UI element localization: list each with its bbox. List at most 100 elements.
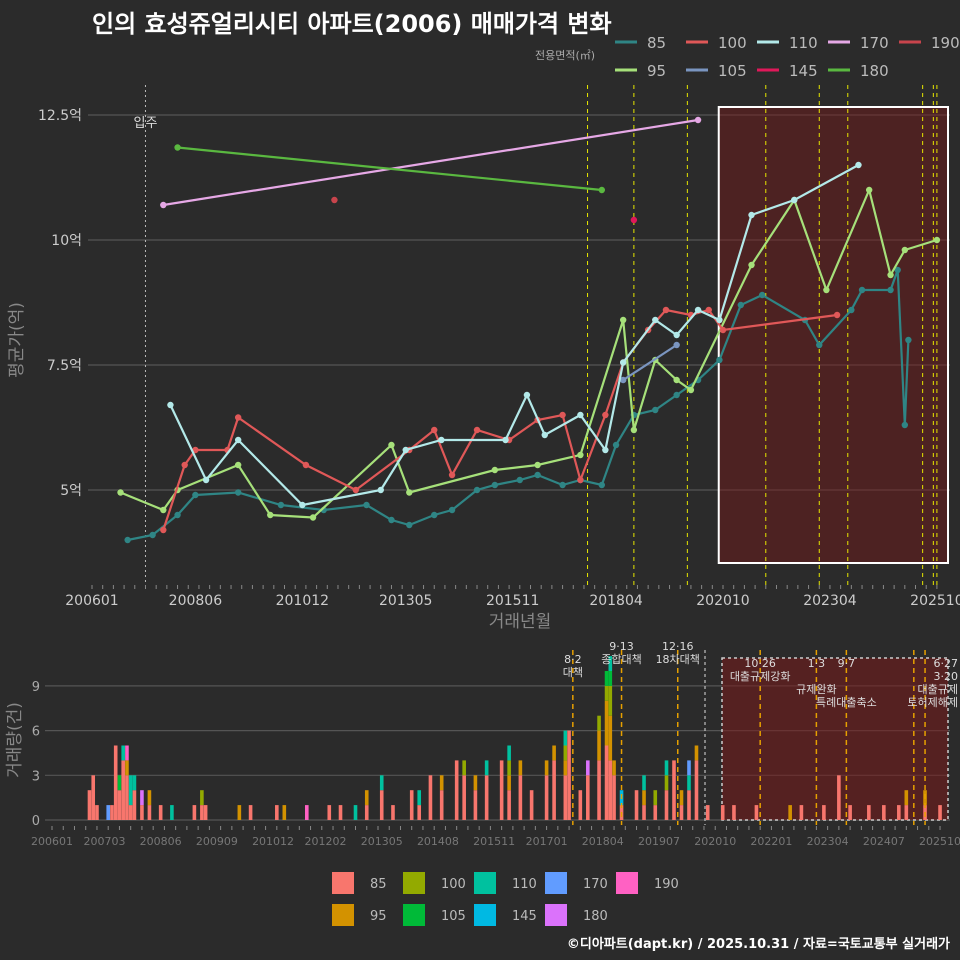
data-point-85 (652, 406, 659, 414)
data-point-100 (577, 476, 584, 484)
data-point-110 (855, 161, 862, 169)
move-in-label: 입주 (134, 116, 158, 131)
data-point-110 (377, 486, 384, 494)
data-point-85 (277, 501, 285, 509)
data-point-100 (705, 306, 712, 314)
y-tick-label: 6 (32, 725, 40, 740)
legend-label: 170 (860, 34, 889, 52)
volume-bar-85 (754, 805, 759, 820)
policy-date: 1·3 (808, 657, 826, 670)
data-point-110 (716, 316, 723, 324)
volume-bar-95 (642, 790, 646, 806)
volume-bar-85 (799, 805, 804, 820)
data-point-95 (534, 461, 541, 469)
x-tick-label: 202010 (696, 593, 749, 609)
legend-title: 전용면적(㎡) (535, 49, 595, 62)
volume-bar-85 (882, 805, 886, 820)
series-line-110 (169, 164, 860, 507)
volume-bar-85 (473, 790, 478, 820)
data-point-110 (234, 436, 242, 444)
data-point-190 (331, 196, 338, 204)
volume-bar-110 (132, 775, 137, 791)
data-point-100 (302, 461, 310, 469)
y-axis-title: 평균가(억) (7, 302, 27, 378)
volume-bar-85 (132, 790, 137, 820)
volume-bar-105 (604, 671, 609, 686)
volume-bar-110 (379, 775, 384, 791)
x-tick-label: 202201 (750, 835, 792, 848)
data-point-170 (160, 201, 167, 209)
volume-bar-95 (679, 790, 684, 806)
volume-bar-85 (110, 805, 114, 820)
legend-swatch-145 (474, 904, 496, 926)
data-point-170 (694, 116, 702, 124)
data-point-85 (388, 516, 395, 524)
volume-bar-95 (507, 775, 511, 791)
data-point-95 (887, 271, 894, 279)
volume-bar-85 (248, 805, 253, 820)
volume-bar-180 (586, 760, 590, 776)
volume-bar-110 (507, 745, 511, 761)
volume-bar-95 (147, 790, 152, 806)
highlight-box (721, 657, 949, 821)
x-tick-label: 201907 (638, 835, 680, 848)
legend-label: 100 (441, 877, 466, 892)
volume-bar-85 (439, 790, 444, 820)
volume-bar-85 (732, 805, 736, 820)
volume-bar-85 (379, 790, 384, 820)
legend-label: 85 (647, 34, 666, 52)
volume-bar-85 (544, 775, 549, 820)
data-point-95 (491, 466, 499, 474)
volume-bar-110 (484, 760, 489, 776)
volume-bar-85 (705, 805, 710, 820)
volume-bar-85 (121, 760, 125, 820)
data-point-110 (673, 331, 680, 339)
data-point-85 (894, 266, 901, 274)
data-point-95 (577, 451, 584, 459)
volume-bar-95 (694, 745, 699, 761)
volume-bar-85 (664, 790, 669, 820)
volume-bar-100 (608, 685, 613, 716)
legend-swatch-95 (332, 904, 354, 926)
volume-bar-85 (694, 760, 699, 820)
x-tick-label: 201701 (526, 835, 568, 848)
volume-bar-95 (518, 760, 523, 776)
volume-bar-85 (454, 760, 459, 820)
data-point-95 (160, 506, 167, 514)
volume-bar-85 (113, 745, 118, 820)
data-point-110 (202, 476, 210, 484)
legend-label: 180 (583, 909, 608, 924)
volume-bar-85 (679, 805, 684, 820)
volume-bar-85 (203, 805, 208, 820)
volume-bar-85 (552, 760, 556, 820)
x-tick-label: 202304 (803, 593, 857, 609)
data-point-95 (901, 246, 909, 254)
policy-label: 18차대책 (656, 653, 700, 666)
volume-bar-85 (338, 805, 343, 820)
x-tick-label: 201202 (305, 835, 347, 848)
volume-bar-85 (578, 790, 583, 820)
volume-bar-95 (439, 775, 444, 791)
volume-bar-170 (687, 760, 691, 776)
volume-bar-85 (634, 790, 639, 820)
volume-bar-85 (117, 790, 122, 820)
volume-bar-110 (664, 760, 669, 776)
data-point-110 (577, 411, 584, 419)
x-tick-label: 200703 (83, 835, 125, 848)
data-point-85 (901, 421, 909, 429)
data-point-85 (673, 391, 680, 399)
legend-label: 95 (647, 62, 666, 80)
volume-bar-95 (604, 700, 609, 746)
data-point-100 (473, 426, 481, 434)
volume-bar-110 (687, 775, 691, 791)
data-point-95 (933, 236, 941, 244)
x-tick-label: 202407 (863, 835, 905, 848)
volume-bar-85 (586, 775, 590, 820)
data-point-110 (652, 316, 659, 324)
data-point-100 (602, 411, 609, 419)
x-tick-label: 200806 (169, 593, 223, 609)
data-point-85 (816, 341, 823, 349)
volume-bar-85 (837, 775, 841, 820)
x-tick-label: 200909 (196, 835, 238, 848)
legend-swatch-105 (403, 904, 425, 926)
